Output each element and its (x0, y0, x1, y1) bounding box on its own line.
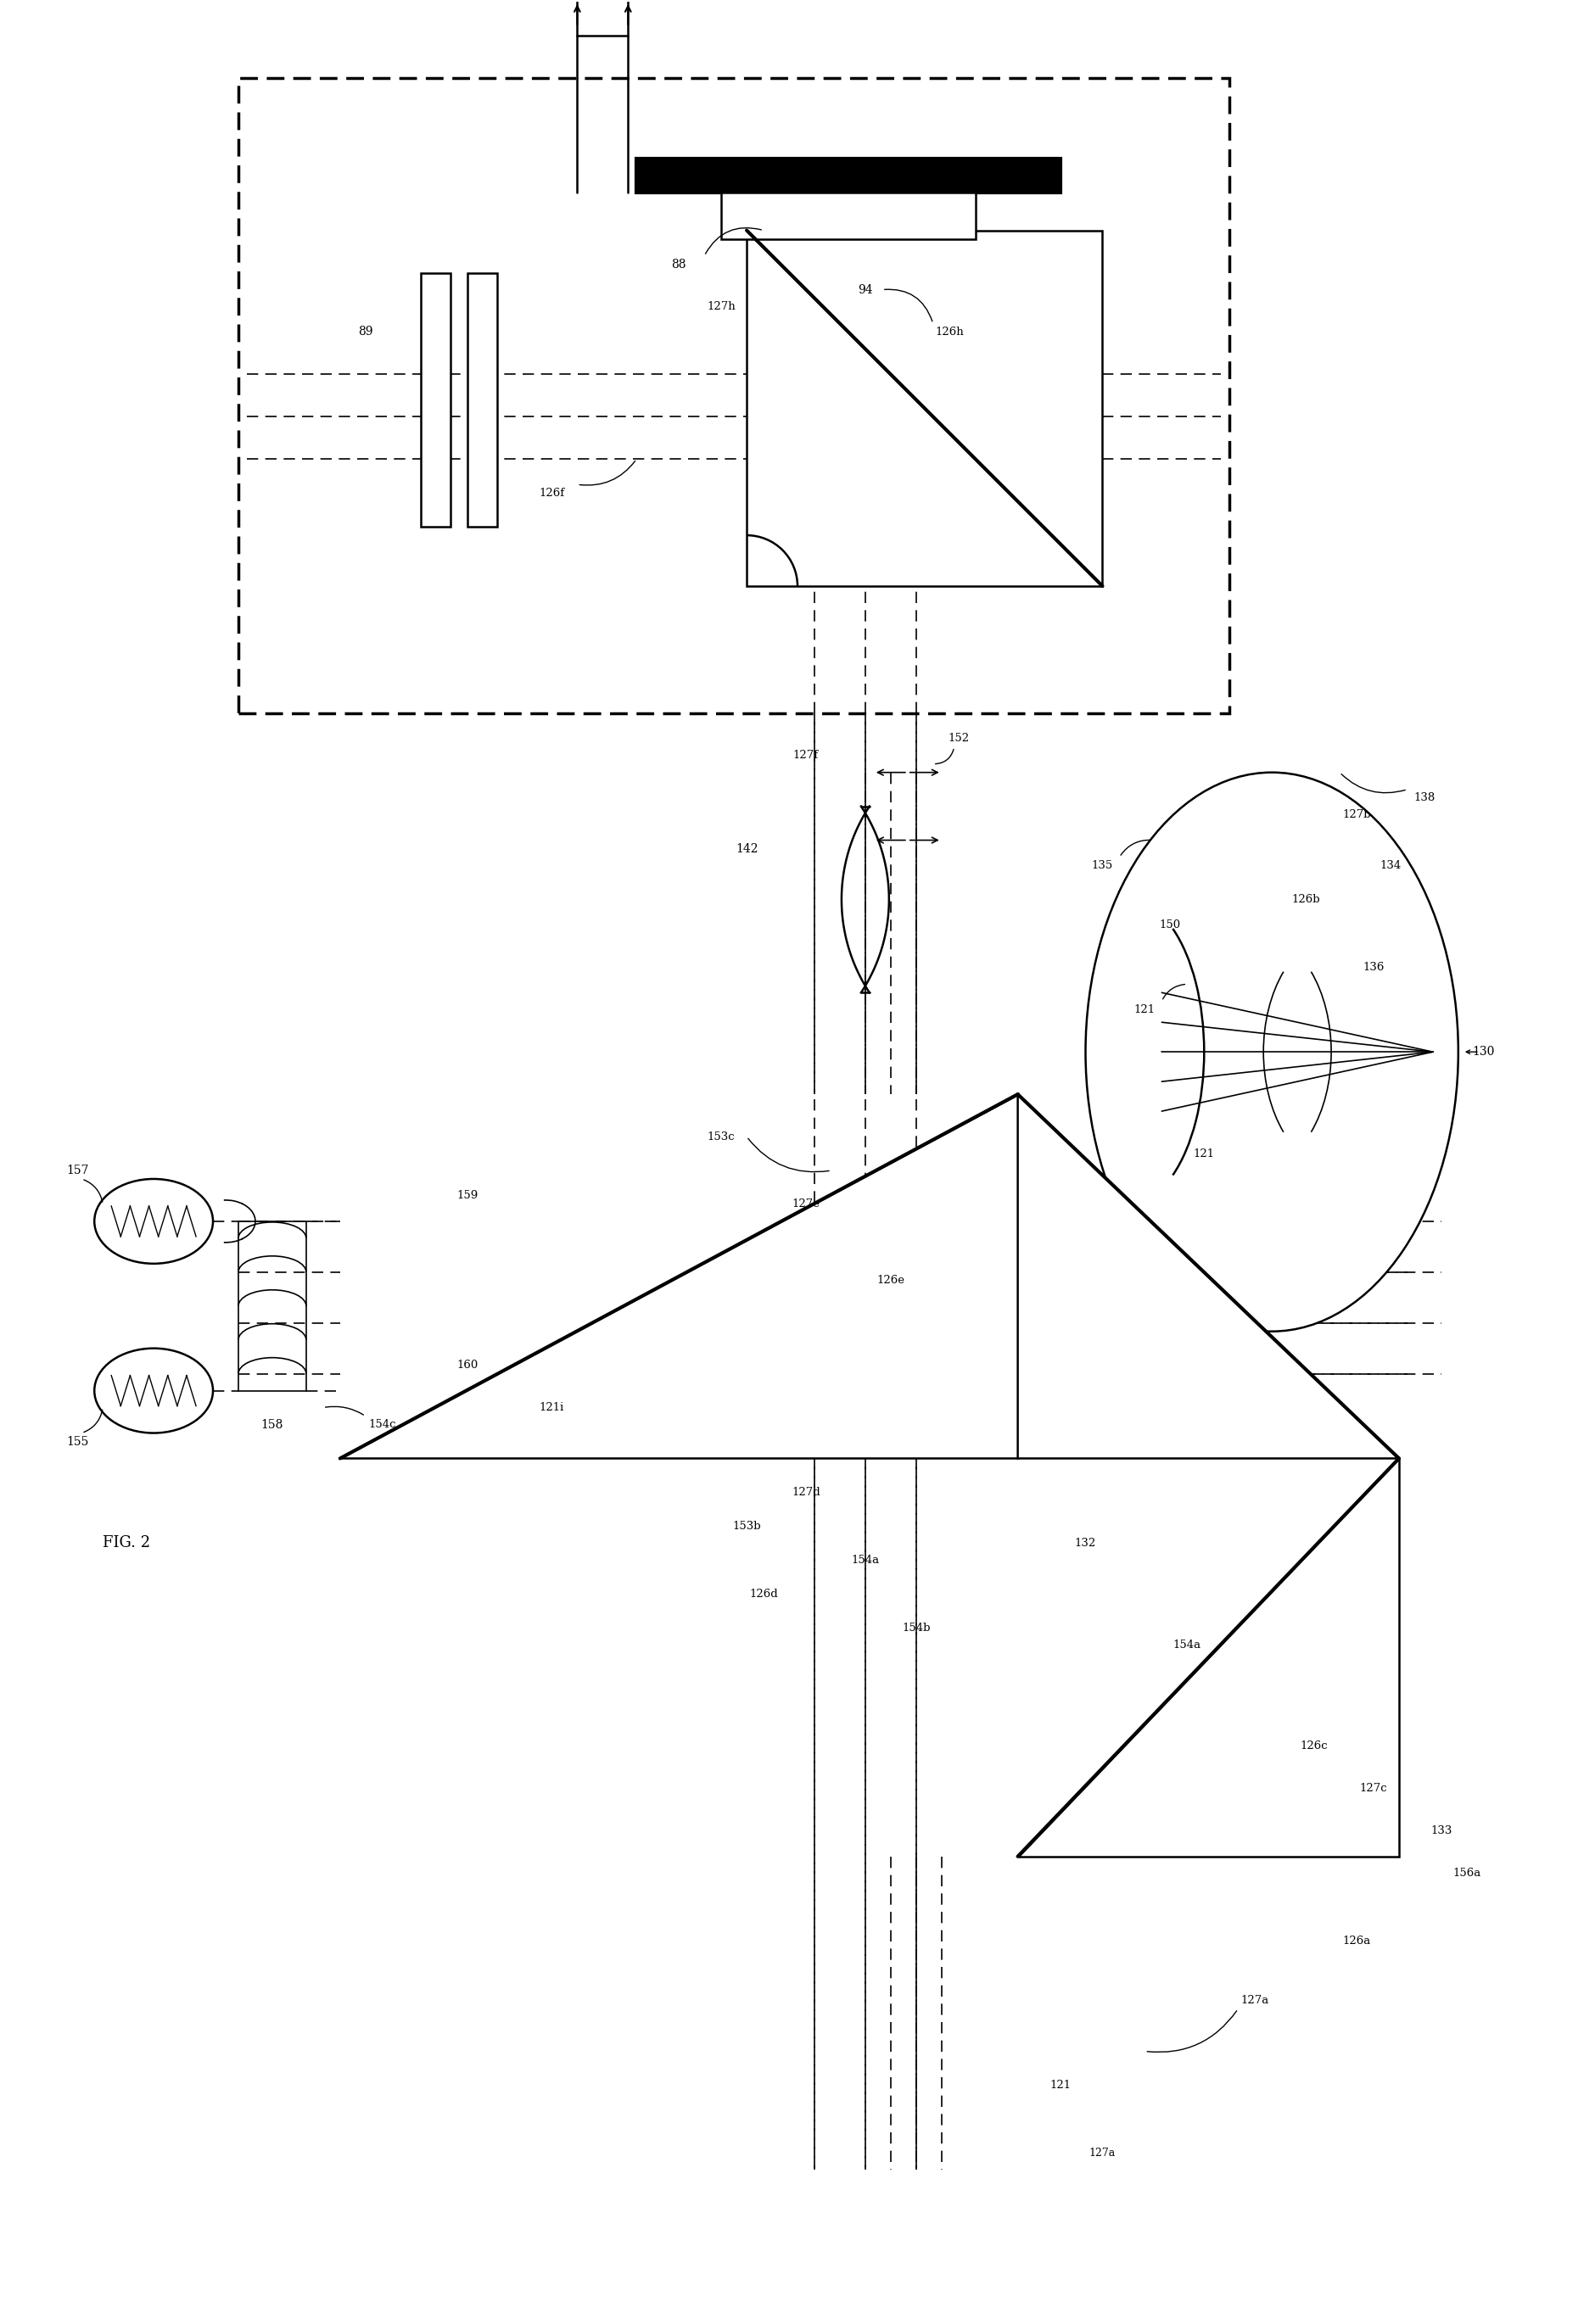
Text: 150: 150 (1160, 920, 1180, 930)
Text: 156a: 156a (1453, 1868, 1480, 1878)
Text: 127h: 127h (707, 302, 735, 311)
Text: 121: 121 (1134, 1004, 1155, 1016)
Text: 157: 157 (65, 1164, 89, 1176)
Text: 121: 121 (1050, 2080, 1070, 2092)
Text: 159: 159 (456, 1190, 478, 1202)
Bar (746, 230, 1102, 586)
Bar (467, 272, 496, 528)
Text: 142: 142 (735, 844, 758, 855)
Ellipse shape (94, 1348, 214, 1434)
Text: 126h: 126h (936, 325, 965, 337)
Text: 127b: 127b (1343, 809, 1370, 820)
Text: 135: 135 (1091, 860, 1113, 872)
Text: 121: 121 (1193, 1148, 1215, 1160)
Text: 127a: 127a (1241, 1994, 1270, 2006)
Bar (421, 272, 450, 528)
Ellipse shape (94, 1178, 214, 1264)
Ellipse shape (1086, 772, 1458, 1332)
Text: 126e: 126e (877, 1276, 904, 1285)
Text: 138: 138 (1413, 792, 1436, 804)
Text: 136: 136 (1362, 962, 1384, 974)
Text: 126d: 126d (750, 1587, 778, 1599)
Text: 154a: 154a (852, 1555, 879, 1566)
Text: 154c: 154c (368, 1420, 396, 1429)
Text: 134: 134 (1380, 860, 1402, 872)
Text: 126f: 126f (539, 488, 565, 497)
Text: 121i: 121i (539, 1401, 565, 1413)
Text: 127f: 127f (793, 751, 818, 760)
Text: 133: 133 (1431, 1827, 1451, 1836)
Text: 127c: 127c (1359, 1783, 1388, 1794)
Text: 89: 89 (357, 325, 373, 337)
Text: 155: 155 (67, 1436, 89, 1448)
Bar (721, 193, 976, 239)
Text: 126a: 126a (1343, 1936, 1370, 1948)
Text: FIG. 2: FIG. 2 (102, 1536, 150, 1550)
Text: 152: 152 (947, 732, 970, 744)
Text: 160: 160 (456, 1360, 478, 1371)
Text: 126c: 126c (1300, 1741, 1329, 1752)
Text: 88: 88 (671, 258, 686, 270)
Text: 153b: 153b (732, 1520, 761, 1532)
Text: 127e: 127e (793, 1199, 820, 1211)
Text: 158: 158 (262, 1418, 284, 1432)
Text: 153c: 153c (708, 1132, 735, 1141)
Text: 154b: 154b (901, 1622, 930, 1634)
Text: 94: 94 (858, 284, 872, 295)
Text: 132: 132 (1075, 1538, 1096, 1548)
Polygon shape (1018, 1095, 1399, 1459)
Text: 126b: 126b (1292, 895, 1321, 904)
Polygon shape (340, 1095, 1018, 1459)
Text: 130: 130 (1472, 1046, 1495, 1057)
Bar (636, 158, 1061, 193)
Text: 127d: 127d (791, 1487, 820, 1497)
Text: 154a: 154a (1174, 1638, 1201, 1650)
Bar (238, 79, 1230, 713)
Polygon shape (1018, 1459, 1399, 1857)
Text: 127a: 127a (1089, 2147, 1116, 2159)
